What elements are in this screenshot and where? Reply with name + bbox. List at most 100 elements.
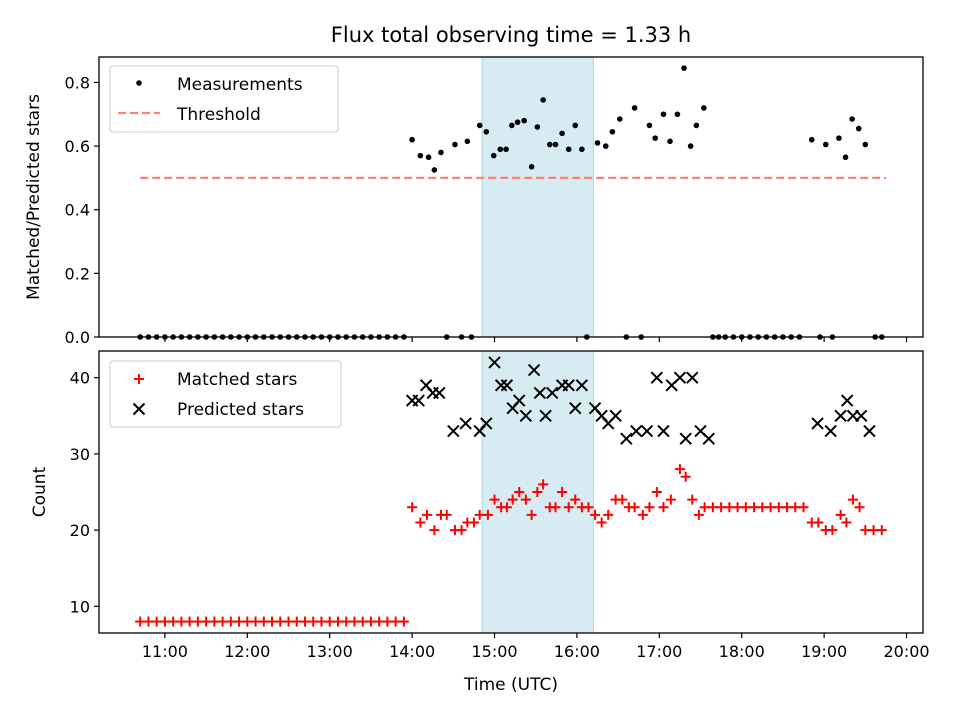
top-legend: Measurements Threshold (109, 65, 339, 133)
cross-stroke-b (433, 386, 446, 400)
matched-star-point (835, 509, 846, 520)
measurement-point (594, 140, 601, 146)
measurement-point (476, 122, 483, 129)
predicted-star-point (500, 379, 514, 392)
matched-star-point (429, 525, 440, 536)
predicted-star-point (533, 386, 547, 400)
predicted-star-point (480, 417, 493, 430)
top-panel: 0.00.20.40.60.8 Matched/Predicted stars … (24, 56, 924, 347)
measurement-point (701, 105, 707, 111)
top-axes-frame (98, 56, 924, 338)
x-tick-label: 19:00 (801, 642, 847, 661)
predicted-star-point (494, 379, 508, 392)
predicted-star-point (702, 432, 715, 445)
matched-star-point (421, 509, 432, 520)
top-legend-box (109, 65, 339, 133)
measurement-point (438, 149, 444, 156)
predicted-stars-layer (405, 356, 876, 445)
predicted-star-point (545, 386, 559, 400)
cross-stroke-b (533, 386, 547, 400)
cross-stroke-b (545, 386, 559, 400)
predicted-star-point (679, 432, 692, 445)
predicted-star-point (412, 394, 425, 407)
cross-stroke-b (863, 424, 876, 438)
measurement-point (497, 146, 504, 153)
predicted-star-point (527, 363, 541, 377)
cross-stroke-b (811, 417, 824, 430)
measurement-point (417, 152, 424, 159)
matched-star-point (557, 487, 568, 497)
matched-star-point (680, 471, 691, 482)
matched-star-point (563, 502, 574, 513)
bottom-y-tick-label: 20 (70, 521, 90, 540)
measurement-point (490, 152, 497, 159)
matched-star-point (658, 502, 669, 513)
bottom-y-axis-label: Count (30, 466, 50, 517)
predicted-star-point (673, 371, 687, 384)
predicted-star-point (630, 424, 643, 438)
measurement-point (849, 116, 855, 122)
measurement-point (452, 141, 458, 148)
measurement-point (855, 125, 862, 132)
bottom-y-tick-label: 30 (70, 445, 90, 464)
predicted-star-point (854, 409, 868, 422)
x-tick-label: 16:00 (554, 642, 600, 661)
measurement-point (674, 111, 681, 118)
matched-star-point (415, 517, 426, 528)
bottom-y-tick-label: 10 (70, 597, 90, 616)
top-y-tick-label: 0.8 (65, 73, 90, 92)
measurement-point (616, 116, 623, 122)
predicted-star-point (609, 409, 622, 422)
matched-star-point (590, 509, 601, 520)
predicted-star-point (811, 417, 824, 430)
cross-stroke-b (673, 371, 687, 384)
matched-star-point (583, 502, 594, 513)
predicted-star-point (650, 371, 664, 384)
measurements-layer (137, 65, 885, 340)
measurement-point (609, 128, 616, 135)
matched-star-point (538, 479, 549, 490)
top-y-tick-label: 0.0 (65, 328, 90, 347)
matched-star-point (507, 494, 518, 505)
cross-stroke-b (459, 417, 472, 430)
legend-measurements-label: Measurements (177, 75, 303, 95)
measurement-point (660, 111, 667, 118)
matched-star-point (798, 502, 809, 513)
legend-threshold-label: Threshold (176, 105, 261, 125)
measurement-point (528, 163, 535, 170)
matched-star-point (876, 525, 887, 536)
x-tick-label: 18:00 (719, 642, 765, 661)
matched-star-point (501, 502, 512, 513)
x-tick-label: 12:00 (224, 642, 270, 661)
predicted-star-point (863, 424, 876, 438)
measurement-point (483, 128, 490, 135)
matched-star-point (570, 494, 581, 505)
measurement-point (565, 146, 572, 153)
legend-matched-marker (134, 374, 144, 384)
bottom-y-ticks: 10 20 30 40 (70, 369, 99, 616)
cross-stroke-b (513, 394, 526, 407)
top-shade-layer (481, 56, 594, 338)
cross-stroke-b (588, 401, 602, 415)
predicted-star-point (459, 417, 472, 430)
measurement-point (425, 154, 432, 161)
measurement-point (631, 105, 638, 111)
cross-stroke-b (447, 424, 460, 438)
measurement-point (822, 141, 829, 148)
predicted-star-point (657, 424, 670, 438)
predicted-star-point (620, 432, 633, 445)
top-y-tick-label: 0.6 (65, 137, 90, 156)
predicted-star-point (686, 371, 699, 384)
measurement-point (602, 143, 609, 149)
measurement-point (862, 141, 869, 148)
matched-star-point (456, 525, 467, 536)
cross-stroke-b (657, 424, 670, 438)
x-tick-label: 13:00 (307, 642, 353, 661)
bottom-x-ticks: 11:00 12:00 13:00 14:00 15:00 16:00 17:00 18:00… (142, 633, 930, 661)
top-x-ticks (164, 337, 908, 342)
matched-star-point (629, 502, 640, 513)
cross-stroke-b (834, 409, 847, 422)
x-tick-label: 11:00 (142, 642, 188, 661)
top-y-axis-label: Matched/Predicted stars (24, 94, 44, 300)
